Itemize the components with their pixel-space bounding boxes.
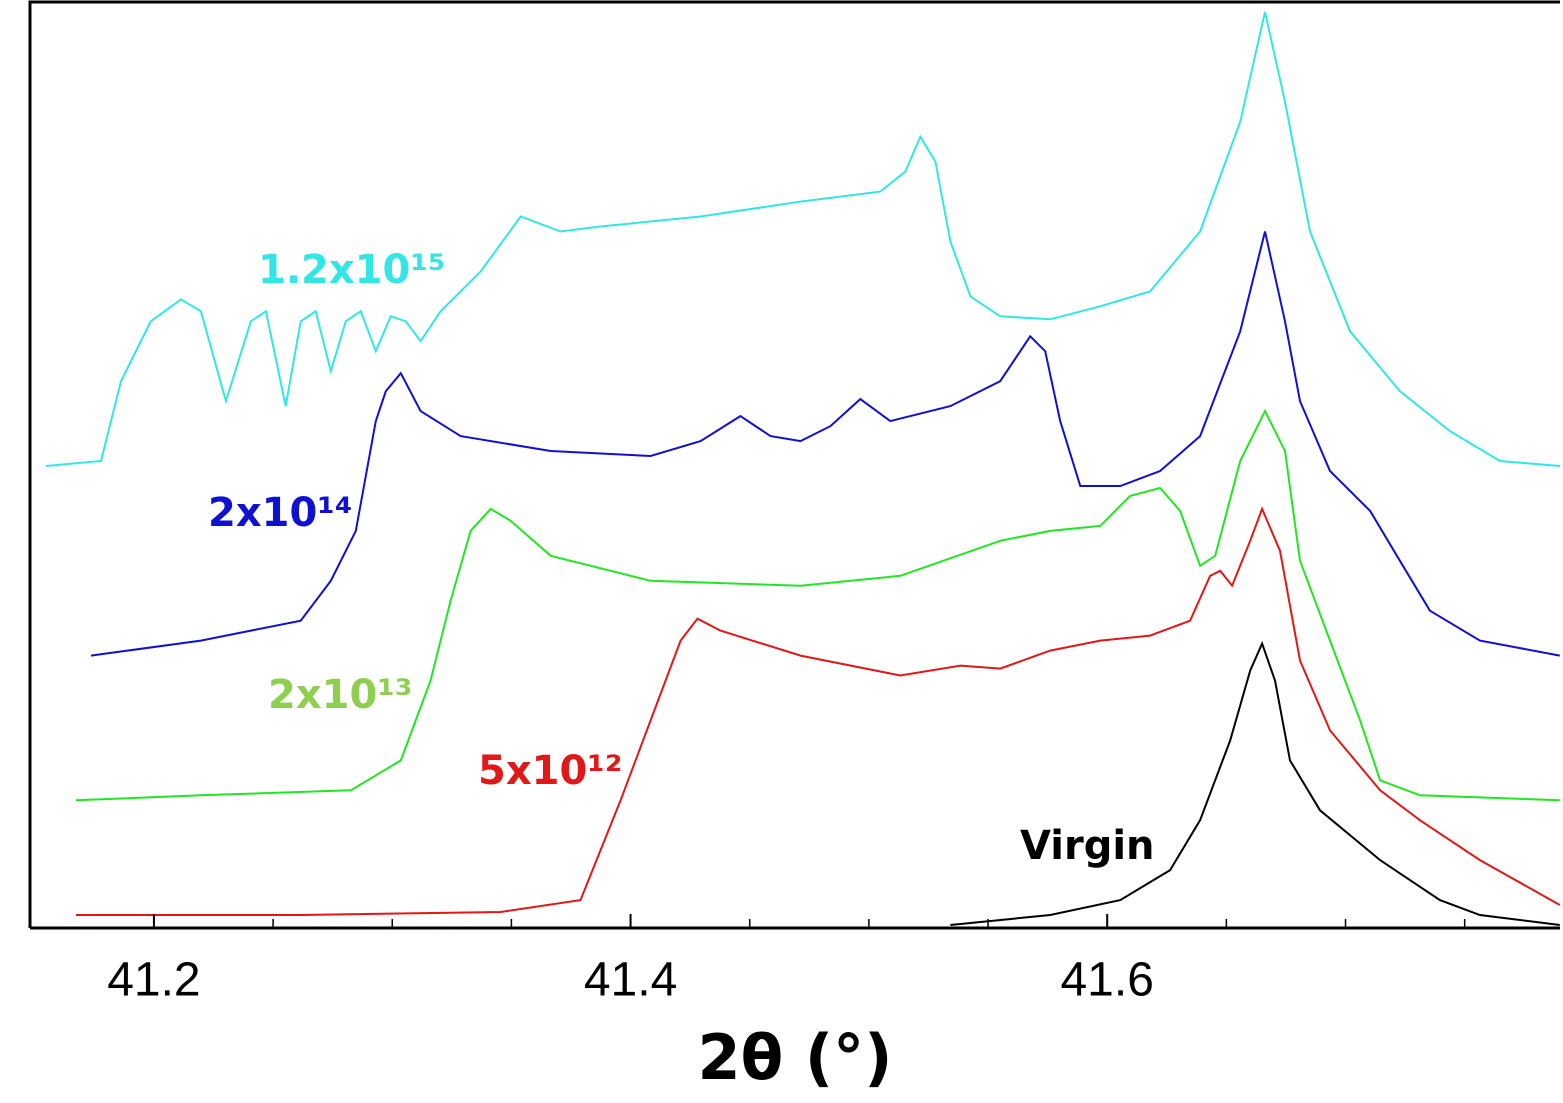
series-line: [75, 408, 1560, 802]
series-line: [90, 231, 1560, 657]
series-line: [950, 640, 1560, 926]
x-tick-label: 41.4: [584, 954, 677, 1007]
series-label: 2x10¹³: [268, 672, 412, 718]
series-label: 5x10¹²: [478, 748, 622, 794]
series-label: Virgin: [1020, 823, 1155, 869]
series-label: 1.2x10¹⁵: [258, 247, 445, 293]
x-tick-label: 41.6: [1060, 954, 1153, 1007]
series-line: [76, 506, 1561, 916]
axis-frame: [28, 0, 1560, 928]
x-tick-label: 41.2: [107, 954, 200, 1007]
series-label: 2x10¹⁴: [208, 490, 352, 536]
series-line: [45, 11, 1560, 467]
x-axis-label: 2θ (°): [698, 1021, 893, 1094]
